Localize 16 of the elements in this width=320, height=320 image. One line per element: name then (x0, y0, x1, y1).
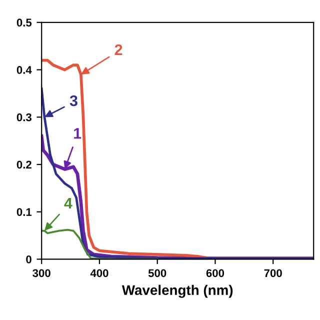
x-tick-label: 300 (32, 269, 50, 278)
y-tick-label: 0.4 (16, 66, 32, 74)
text: 2 (114, 44, 122, 56)
y-tick-label: 0.1 (16, 208, 32, 216)
y-tick-label: 0.3 (16, 113, 32, 122)
y-tick-label: 0.5 (16, 18, 32, 27)
y-tick-label: 0.2 (16, 160, 32, 169)
series-label: 4 (64, 198, 72, 209)
series-label: 1 (74, 128, 82, 139)
y-tick-label: 0 (26, 255, 32, 264)
x-axis-title: Wavelength (nm) (122, 284, 233, 298)
x-tick-label: 700 (264, 269, 282, 278)
x-tick-label: 600 (206, 269, 224, 278)
x-tick-label: 400 (90, 269, 108, 278)
x-tick-label: 500 (148, 269, 166, 278)
series-label: 3 (70, 95, 78, 106)
